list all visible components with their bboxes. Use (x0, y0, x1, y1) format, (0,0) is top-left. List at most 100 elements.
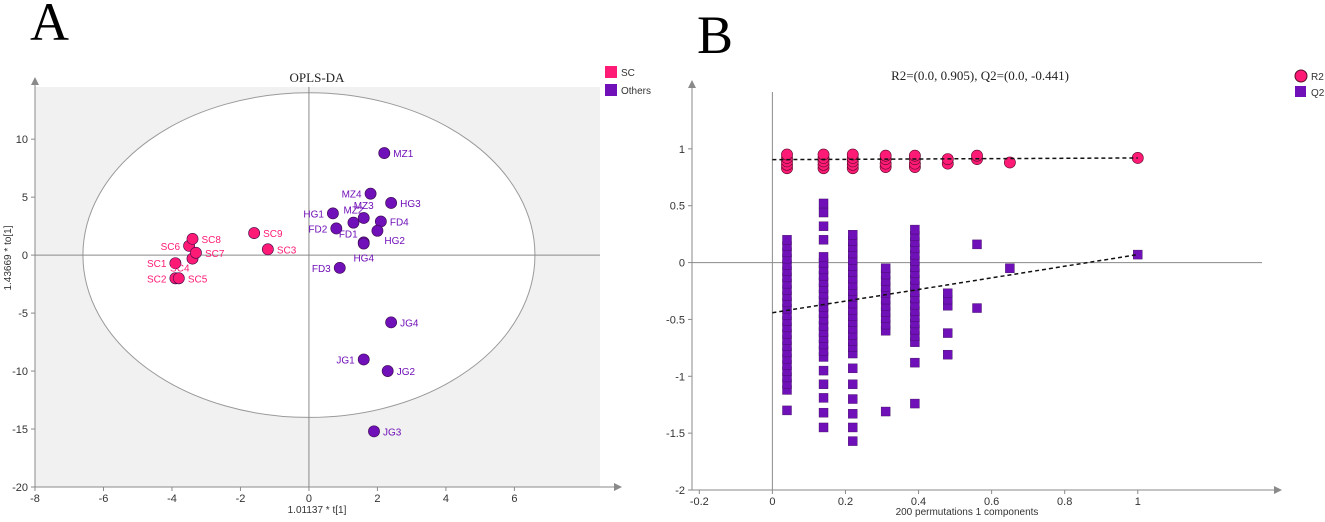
chart-a-xlabel: 1.01137 * t[1] (288, 505, 347, 516)
y-tick-label: 10 (16, 134, 28, 146)
point-label-sc3: SC3 (277, 245, 297, 256)
chart-a-title: OPLS-DA (290, 70, 346, 85)
q2-point (818, 422, 829, 433)
y-tick-label-b: -1.5 (666, 428, 685, 440)
point-sc1 (169, 257, 182, 270)
q2-point (972, 303, 982, 313)
x-axis-arrow-b (1274, 486, 1282, 494)
point-label-sc2: SC2 (147, 274, 167, 285)
point-jg3 (368, 425, 380, 438)
point-label-fd2: FD2 (308, 224, 327, 235)
y-tick-label-b: 0 (679, 258, 685, 270)
q2-point (818, 221, 829, 231)
q2-point (943, 349, 953, 360)
chart-a-ylabel: 1.43669 * to[1] (3, 225, 14, 290)
point-label-fd3: FD3 (312, 264, 331, 275)
x-tick-label: -2 (236, 493, 246, 505)
y-tick-label: -20 (12, 482, 28, 494)
y-tick-label-b: -1 (675, 371, 685, 383)
q2-point (848, 394, 858, 404)
point-jg2 (381, 365, 394, 377)
chart-b-title: R2=(0.0, 0.905), Q2=(0.0, -0.441) (891, 68, 1069, 83)
y-tick-label-b: 1 (679, 144, 685, 156)
q2-point (943, 328, 953, 338)
point-label-hg2: HG2 (384, 236, 405, 247)
point-sc8 (186, 232, 199, 245)
point-label-jg4: JG4 (400, 318, 419, 329)
point-label-sc8: SC8 (202, 235, 222, 246)
point-hg1 (327, 207, 339, 220)
point-label-jg2: JG2 (397, 367, 416, 378)
x-tick-label: -4 (167, 493, 177, 505)
legend-a: SC Others (605, 66, 651, 97)
x-tick-label: 4 (443, 493, 449, 505)
r2-point (817, 148, 830, 161)
point-sc9 (248, 227, 261, 239)
point-sc5 (172, 272, 185, 285)
y-axis-arrow (31, 77, 39, 85)
q2-point (1005, 263, 1015, 273)
point-label-sc6: SC6 (161, 242, 181, 253)
x-tick-label-b: 0.2 (838, 496, 853, 508)
q2-point (910, 398, 920, 409)
q2-point (818, 198, 829, 209)
r2-point (781, 148, 793, 161)
q2-point (848, 409, 858, 419)
q2-point (818, 379, 829, 389)
point-mz1 (378, 147, 391, 159)
q2-regression-line (772, 253, 1138, 314)
legend-b: R2 Q2 (1294, 69, 1325, 99)
point-mz3 (357, 212, 370, 224)
point-label-sc7: SC7 (205, 249, 225, 260)
y-tick-label: 0 (22, 250, 28, 262)
point-label-hg4: HG4 (353, 254, 374, 265)
point-label-sc4: SC4 (170, 264, 190, 275)
point-label-sc9: SC9 (263, 229, 283, 240)
x-tick-label: -6 (99, 493, 109, 505)
x-tick-label: 6 (511, 493, 517, 505)
q2-point (782, 405, 792, 416)
y-tick-label: -5 (18, 308, 28, 320)
q2-point (818, 207, 829, 218)
x-tick-label-b: -0.2 (690, 496, 709, 508)
y-tick-label-b: -0.5 (666, 314, 685, 326)
point-fd3 (333, 261, 346, 274)
point-label-mz3: MZ3 (354, 201, 374, 212)
point-label-sc5: SC5 (188, 274, 208, 285)
r2-point (1003, 156, 1016, 169)
legend-swatch-others (605, 84, 617, 96)
x-tick-label-b: 0.6 (984, 496, 999, 508)
permutation-test-chart: R2=(0.0, 0.905), Q2=(0.0, -0.441) 200 pe… (666, 68, 1325, 518)
point-label-jg3: JG3 (383, 427, 402, 438)
q2-point (880, 263, 891, 273)
y-tick-label: 5 (22, 192, 28, 204)
point-label-fd4: FD4 (390, 217, 409, 228)
y-tick-label-b: -2 (675, 485, 685, 497)
q2-point (880, 406, 891, 417)
q2-point (848, 230, 858, 240)
x-axis-arrow (614, 483, 622, 491)
q2-point (848, 379, 858, 389)
x-tick-label: 2 (374, 493, 380, 505)
legend-label-q2: Q2 (1311, 88, 1325, 99)
point-label-mz2: MZ2 (343, 206, 363, 217)
opls-da-chart: OPLS-DA 1.01137 * t[1] 1.43669 * to[1] -… (3, 66, 651, 516)
x-tick-label-b: 0.4 (911, 496, 926, 508)
q2-point (818, 252, 829, 262)
y-tick-label: -15 (12, 424, 28, 436)
legend-marker-q2 (1295, 86, 1306, 97)
point-jg1 (357, 353, 370, 366)
y-axis-arrow-b (688, 80, 696, 88)
point-label-sc1: SC1 (147, 259, 167, 270)
q2-point (972, 239, 982, 250)
x-tick-label-b: 0.8 (1057, 496, 1072, 508)
q2-point (848, 436, 858, 446)
x-tick-label-b: 1 (1135, 496, 1141, 508)
q2-point (782, 235, 792, 245)
legend-marker-r2 (1294, 69, 1308, 83)
panel-a-letter: A (30, 0, 69, 52)
r2-point (908, 149, 921, 162)
r2-point (846, 148, 859, 161)
point-label-fd1: FD1 (339, 229, 358, 240)
